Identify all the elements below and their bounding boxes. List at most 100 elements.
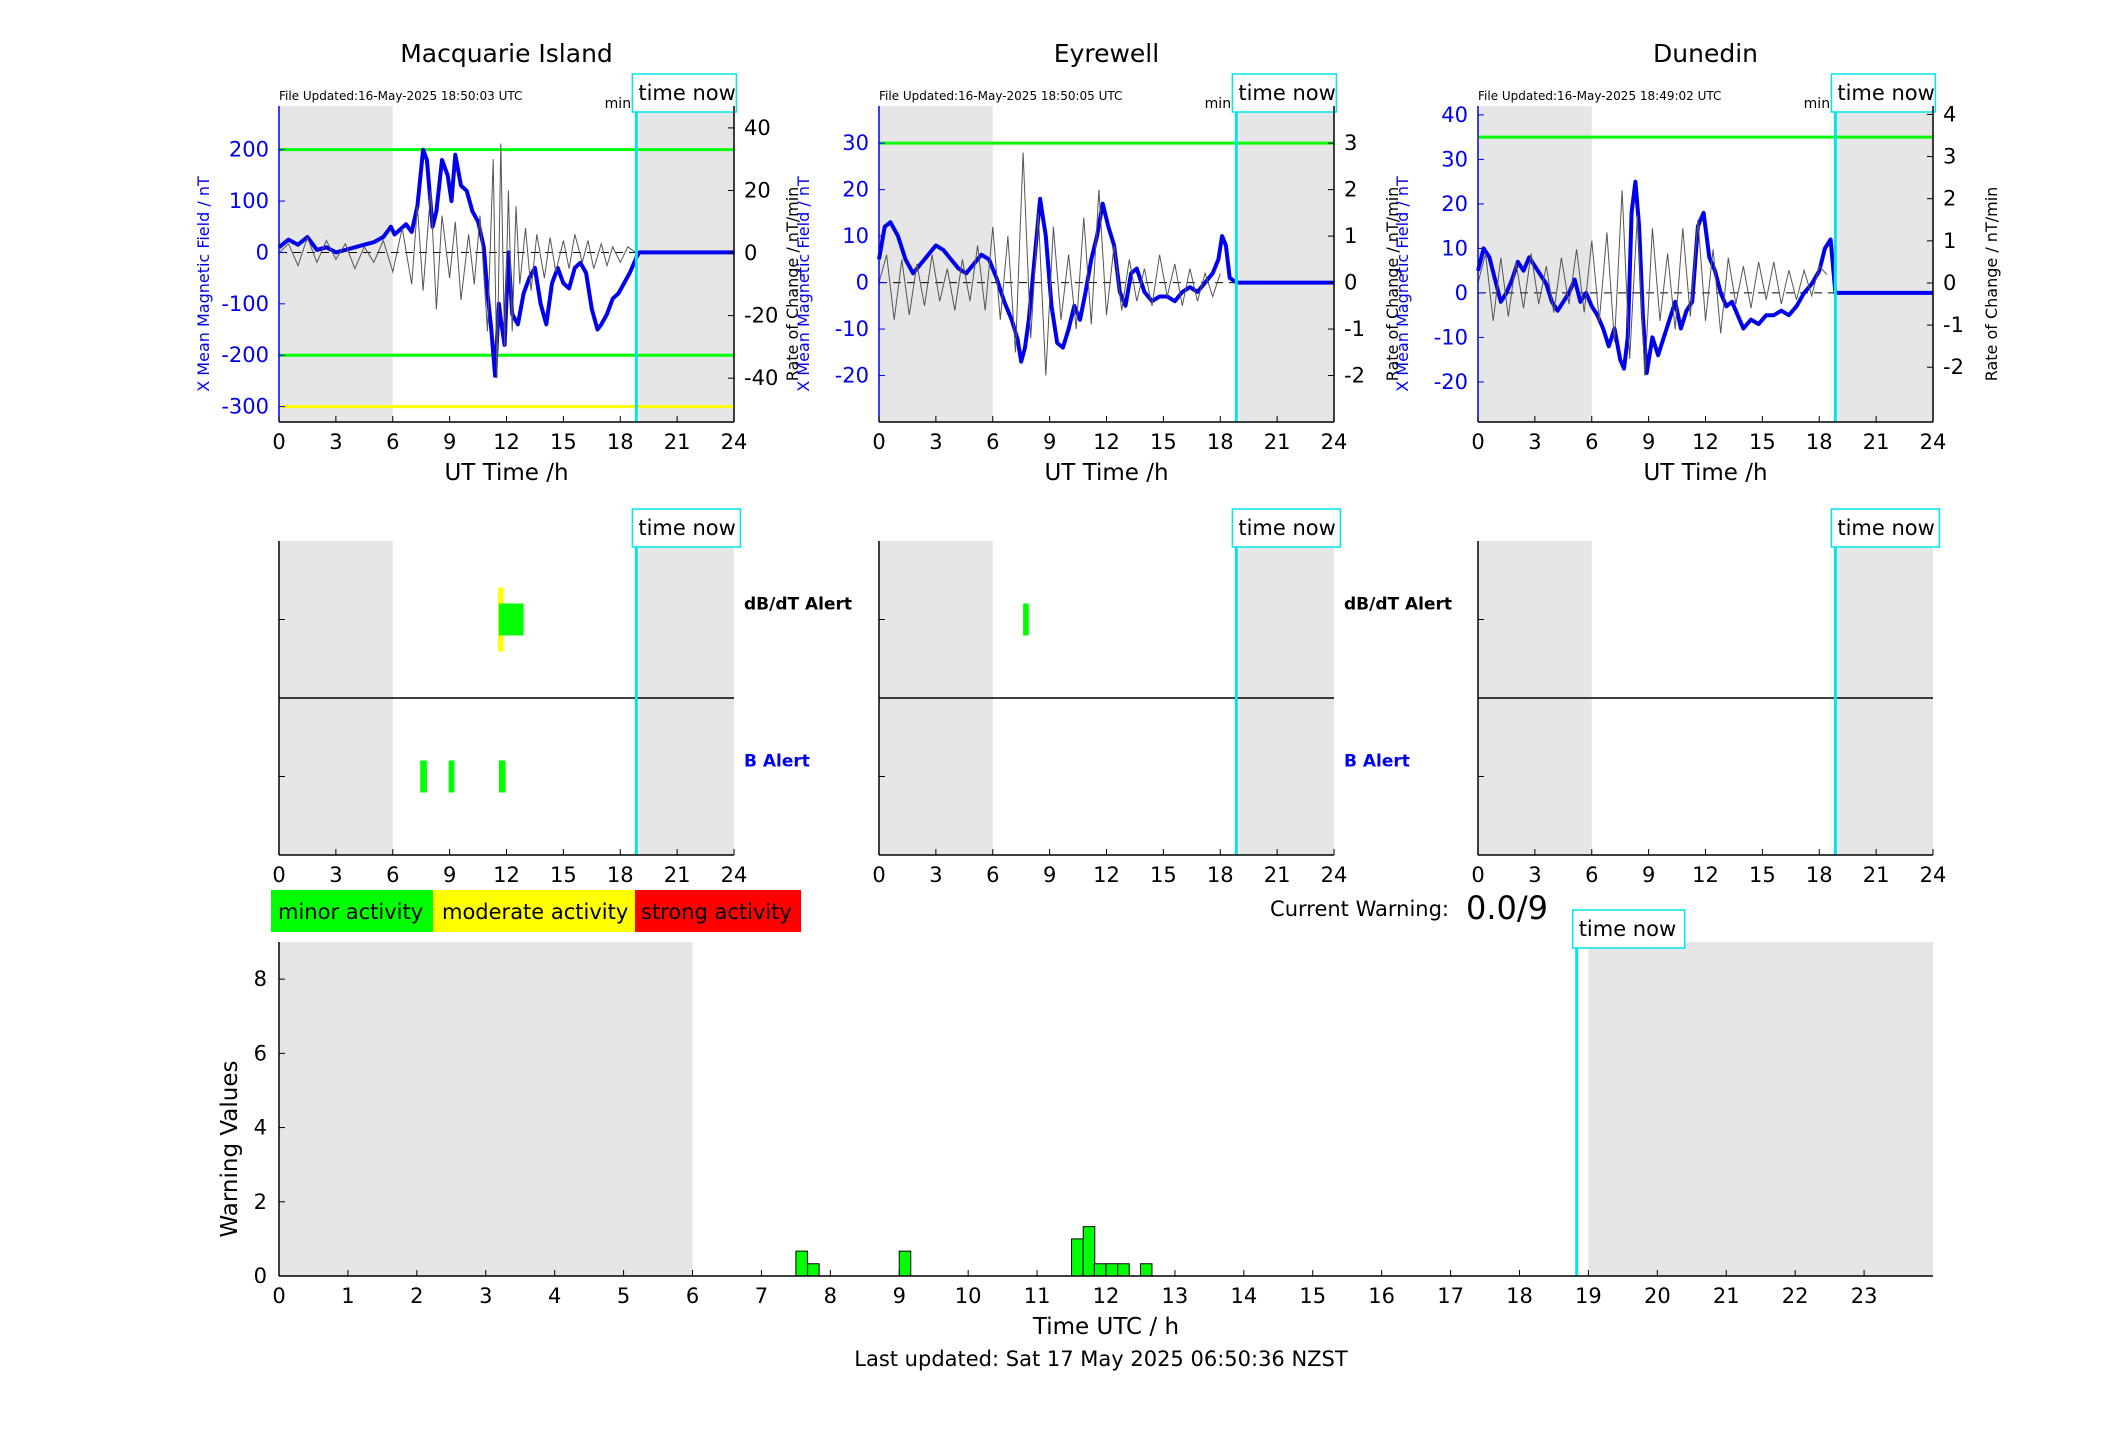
y-tick-label-left: 0: [1455, 281, 1468, 305]
x-axis-title: UT Time /h: [1044, 460, 1168, 486]
warning-bar: [1093, 1263, 1107, 1277]
file-updated-text: File Updated:16-May-2025 18:50:05 UTC: [879, 89, 1122, 103]
y-tick-label-right: -20: [744, 304, 778, 328]
x-tick-label: 21: [664, 430, 691, 454]
y-tick-label-left: 30: [842, 131, 869, 155]
b-alert-mark: [420, 760, 427, 793]
x-tick-label: 6: [986, 863, 999, 887]
x-tick-label: 18: [1207, 430, 1234, 454]
dbdt-alert-mark: [498, 603, 517, 636]
night-shade: [279, 942, 693, 1276]
y-tick-label-right: 3: [1943, 145, 1956, 169]
x-tick-label: 6: [986, 430, 999, 454]
rate-series-line: [278, 143, 637, 379]
y-tick-label: 0: [254, 1264, 267, 1288]
x-tick-label: 18: [607, 863, 634, 887]
station-title: Eyrewell: [1054, 39, 1159, 68]
x-tick-label: 4: [548, 1284, 561, 1308]
time-now-box: [1571, 909, 1686, 949]
x-tick-label: 21: [1863, 863, 1890, 887]
x-tick-label: 3: [1528, 863, 1541, 887]
x-axis-title: UT Time /h: [1643, 460, 1767, 486]
activity-legend: minor activity moderate activity strong …: [271, 890, 801, 932]
x-tick-label: 5: [617, 1284, 630, 1308]
x-tick-label: 21: [1863, 430, 1890, 454]
time-now-label: time now: [1238, 81, 1335, 105]
x-tick-label: 1: [341, 1284, 354, 1308]
y-tick-label-right: 1: [1943, 229, 1956, 253]
y-axis-title-right: Rate of Change / nT/min: [1982, 187, 2001, 382]
x-axis-title: Time UTC / h: [1032, 1314, 1179, 1340]
file-updated-text: File Updated:16-May-2025 18:49:02 UTC: [1478, 89, 1721, 103]
b-alert-label: B Alert: [744, 752, 810, 772]
x-tick-label: 24: [721, 863, 748, 887]
time-now-box: [1830, 73, 1937, 113]
x-tick-label: 16: [1368, 1284, 1395, 1308]
y-tick-label-right: 20: [744, 178, 771, 202]
x-tick-label: 18: [1806, 430, 1833, 454]
x-tick-label: 6: [386, 863, 399, 887]
current-warning-label: Current Warning:: [1270, 897, 1449, 921]
legend-strong-swatch: [635, 890, 801, 932]
warning-bar: [1139, 1263, 1153, 1277]
x-tick-label: 6: [1585, 863, 1598, 887]
y-tick-label-right: -1: [1344, 317, 1365, 341]
y-tick-label-right: -2: [1943, 355, 1964, 379]
field-series-line: [1476, 179, 1933, 375]
current-warning-value: 0.0/9: [1466, 889, 1548, 927]
x-tick-label: 3: [479, 1284, 492, 1308]
dbdt-alert-label: dB/dT Alert: [1344, 595, 1452, 615]
time-now-label: time now: [638, 516, 735, 540]
y-axis-title-right: Rate of Change / nT/min: [783, 187, 802, 382]
x-tick-label: 18: [1207, 863, 1234, 887]
x-tick-label: 18: [1806, 863, 1833, 887]
x-tick-label: 12: [1093, 1284, 1120, 1308]
time-now-box: [1231, 73, 1338, 113]
time-now-box: [1830, 508, 1941, 548]
y-tick-label-right: -1: [1943, 313, 1964, 337]
x-tick-label: 3: [1528, 430, 1541, 454]
y-axis-title: Warning Values: [217, 1060, 243, 1237]
warning-bar: [1105, 1263, 1119, 1277]
y-axis-title-left: X Mean Magnetic Field / nT: [794, 176, 813, 392]
x-tick-label: 21: [1264, 430, 1291, 454]
warning-bar: [807, 1263, 820, 1277]
x-tick-label: 0: [872, 430, 885, 454]
y-tick-label-right: 0: [1943, 271, 1956, 295]
y-tick-label-left: -300: [221, 395, 269, 419]
legend-moderate-label: moderate activity: [442, 900, 628, 924]
x-tick-label: 9: [443, 430, 456, 454]
x-tick-label: 3: [329, 863, 342, 887]
y-tick-label-left: -20: [1434, 370, 1468, 394]
x-tick-label: 12: [493, 430, 520, 454]
x-tick-label: 14: [1230, 1284, 1257, 1308]
legend-minor-swatch: [271, 890, 433, 932]
dbdt-alert-mark: [516, 603, 524, 636]
time-now-box: [631, 73, 738, 113]
y-tick-label-right: 40: [744, 116, 771, 140]
alerts-dunedin: time now 0 3 6 9 12 15 18 21 24: [1471, 508, 1946, 887]
y-tick-label-right: -40: [744, 366, 778, 390]
x-tick-label: 21: [664, 863, 691, 887]
field-series-line: [877, 196, 1334, 364]
time-now-box: [1231, 508, 1342, 548]
time-now-label: time now: [1837, 81, 1934, 105]
x-tick-label: 15: [1150, 863, 1177, 887]
b-alert-mark: [448, 760, 455, 793]
x-tick-label: 15: [1299, 1284, 1326, 1308]
chart-dunedin: Dunedin File Updated:16-May-2025 18:49:02…: [1393, 39, 2001, 486]
x-tick-label: 10: [955, 1284, 982, 1308]
x-tick-label: 15: [1749, 430, 1776, 454]
y-tick-label-left: 20: [842, 178, 869, 202]
x-tick-label: 13: [1162, 1284, 1189, 1308]
x-tick-label: 12: [1093, 430, 1120, 454]
y-tick-label-left: 200: [229, 138, 269, 162]
x-tick-label: 0: [1471, 863, 1484, 887]
x-tick-label: 11: [1024, 1284, 1051, 1308]
x-tick-label: 17: [1437, 1284, 1464, 1308]
x-tick-label: 22: [1782, 1284, 1809, 1308]
y-tick-label-right: 1: [1344, 224, 1357, 248]
last-updated: Last updated: Sat 17 May 2025 06:50:36 N…: [854, 1347, 1348, 1371]
time-now-label: time now: [1837, 516, 1934, 540]
